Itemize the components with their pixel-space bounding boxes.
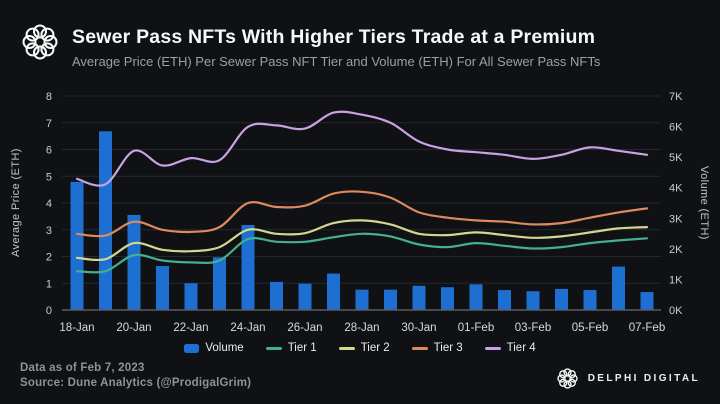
volume-bar [555,288,568,310]
volume-bar [127,214,141,310]
x-axis-tick: 18-Jan [59,322,94,334]
legend-label: Tier 1 [287,342,317,354]
volume-bar [640,292,654,310]
tier4-line-swatch-icon [484,346,501,350]
x-axis-tick: 03-Feb [515,322,551,334]
tier1-line-swatch-icon [265,346,282,350]
right-axis-tick: 3K [669,213,683,225]
chart-legend: Volume Tier 1 Tier 2 Tier 3 Tier 4 [0,339,720,357]
right-axis-tick: 2K [669,244,683,256]
left-axis-tick: 8 [46,91,52,103]
x-axis-tick: 07-Feb [629,322,665,334]
right-axis-tick: 7K [669,91,683,103]
right-axis-tick: 6K [669,122,683,134]
line-tier4 [75,110,649,187]
footer: Data as of Feb 7, 2023 Source: Dune Anal… [0,358,720,404]
volume-bar [384,289,397,310]
volume-bar [213,257,226,310]
right-axis-tick: 5K [669,152,683,164]
line-tier1 [75,232,649,274]
legend-item-tier4[interactable]: Tier 4 [484,342,536,354]
legend-item-volume[interactable]: Volume [184,342,244,354]
x-axis-tick: 05-Feb [572,322,608,334]
brand-name: DELPHI DIGITAL [587,373,700,384]
x-axis-tick: 26-Jan [287,322,322,334]
x-axis-tick: 24-Jan [230,322,265,334]
right-axis-title: Volume (ETH) [698,166,710,240]
chart-title: Sewer Pass NFTs With Higher Tiers Trade … [72,26,596,48]
volume-bar [441,287,454,310]
data-as-of-note: Data as of Feb 7, 2023 [20,362,145,374]
x-axis-tick: 28-Jan [344,322,379,334]
header: Sewer Pass NFTs With Higher Tiers Trade … [0,0,720,90]
x-axis-tick: 20-Jan [116,322,151,334]
volume-bar [70,181,84,310]
legend-label: Tier 2 [360,342,390,354]
volume-bar [156,266,169,310]
left-axis-tick: 6 [46,145,52,157]
volume-bar [184,283,198,311]
chart-subtitle: Average Price (ETH) Per Sewer Pass NFT T… [72,54,601,69]
left-axis-tick: 3 [46,225,52,237]
left-axis-title: Average Price (ETH) [10,148,22,258]
volume-bar [355,289,369,310]
volume-bar [270,281,283,310]
legend-item-tier2[interactable]: Tier 2 [338,342,390,354]
line-tier3 [75,190,649,238]
legend-label: Tier 4 [506,342,536,354]
brand-lockup: DELPHI DIGITAL [556,367,700,390]
tier3-line-swatch-icon [411,346,428,350]
volume-bar [469,284,483,310]
right-axis-tick: 4K [669,183,683,195]
right-axis-tick: 0K [669,305,683,317]
legend-label: Volume [205,342,244,354]
line-tier2 [75,219,649,262]
left-axis-tick: 2 [46,252,52,264]
volume-bar [298,283,312,310]
left-axis-tick: 0 [46,305,52,317]
left-axis-tick: 4 [46,198,52,210]
title-block: Sewer Pass NFTs With Higher Tiers Trade … [72,25,600,70]
volume-bar [412,285,426,310]
volume-swatch-icon [184,343,200,353]
volume-bar [612,266,625,310]
source-note: Source: Dune Analytics (@ProdigalGrim) [20,377,252,389]
volume-bar [99,131,112,310]
delphi-digital-icon [557,368,578,389]
right-axis-tick: 1K [669,274,683,286]
volume-bar [498,290,511,310]
left-axis-tick: 7 [46,118,52,130]
x-axis-tick: 30-Jan [401,322,436,334]
volume-bar [241,225,255,310]
volume-bar [583,290,597,310]
tier2-line-swatch-icon [338,346,355,350]
x-axis-tick: 01-Feb [458,322,494,334]
volume-bar [526,291,540,310]
delphi-rosette-icon [22,24,58,60]
legend-label: Tier 3 [433,342,463,354]
left-axis-tick: 5 [46,171,52,183]
x-axis-tick: 22-Jan [173,322,208,334]
volume-bar [327,273,340,310]
left-axis-tick: 1 [46,278,52,290]
legend-item-tier1[interactable]: Tier 1 [265,342,317,354]
legend-item-tier3[interactable]: Tier 3 [411,342,463,354]
